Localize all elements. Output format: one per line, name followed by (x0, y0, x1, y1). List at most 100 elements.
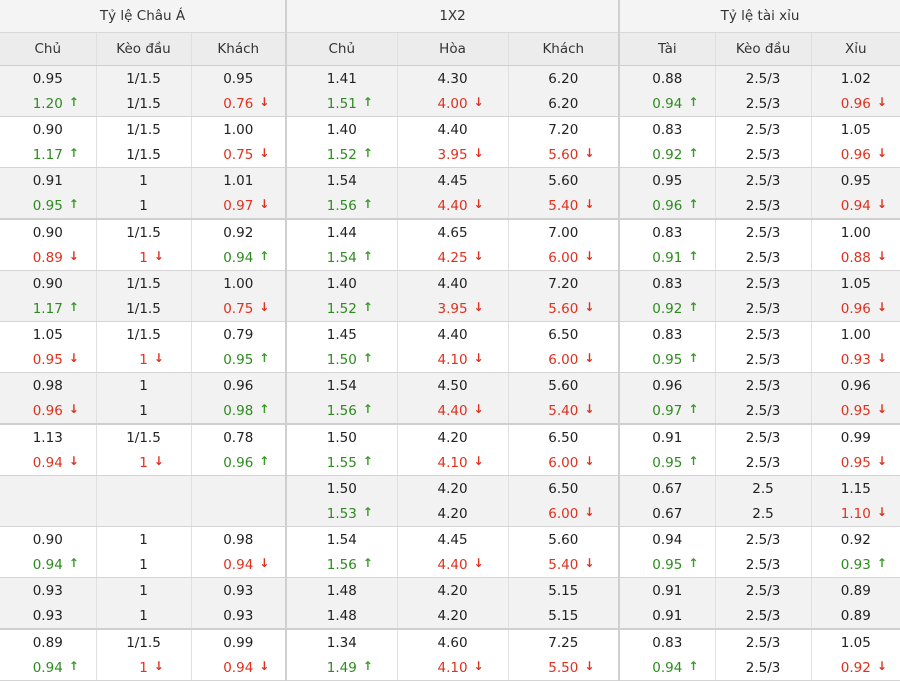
odds-cell: 1.48 (285, 603, 398, 630)
odds-text: 0.94 (652, 95, 683, 112)
odds-text: 0.95 (840, 172, 871, 189)
odds-text: 0.75 (223, 146, 254, 163)
odds-cell: 2.5/3 (715, 526, 812, 552)
odds-text: 0.96 (652, 377, 683, 394)
odds-text: 1/1.5 (126, 95, 161, 112)
odds-text: 0.93 (32, 607, 63, 624)
arrow-up-icon (259, 454, 269, 468)
odds-value: 2.5/3 (746, 250, 781, 266)
odds-value: 6.50 (548, 481, 578, 497)
odds-cell: 5.60 (508, 296, 620, 322)
odds-value: 4.65 (437, 225, 467, 241)
odds-value: 0.95 (652, 557, 682, 573)
odds-text: 0.95 (32, 70, 63, 87)
odds-value: 0.92 (841, 532, 871, 548)
odds-text: 1 (139, 377, 148, 394)
odds-text: 2.5/3 (745, 634, 781, 651)
odds-cell: 2.5/3 (715, 245, 812, 271)
odds-value: 4.10 (437, 455, 467, 471)
odds-value: 4.40 (437, 403, 467, 419)
odds-cell: 2.5/3 (715, 655, 812, 681)
odds-text: 5.60 (548, 300, 579, 317)
odds-value: 1 (139, 532, 148, 548)
odds-cell: 1.56 (285, 398, 398, 425)
odds-cell: 0.83 (618, 270, 716, 296)
arrow-down-icon (584, 556, 594, 570)
odds-value: 0.96 (841, 147, 871, 163)
odds-cell: 2.5/3 (715, 423, 812, 450)
odds-value: 6.00 (548, 352, 578, 368)
odds-cell: 1/1.5 (96, 270, 192, 296)
odds-text: 1/1.5 (126, 326, 161, 343)
odds-text: 1/1.5 (126, 70, 161, 87)
odds-value: 0.94 (652, 96, 682, 112)
odds-cell: 4.20 (397, 603, 509, 630)
odds-value: 0.90 (33, 532, 63, 548)
odds-cell: 0.76 (191, 91, 287, 117)
odds-value: 0.83 (652, 276, 682, 292)
odds-cell: 5.60 (508, 142, 620, 168)
odds-text: 0.95 (652, 556, 683, 573)
table-row: 0.94 1 0.96 1.55 4.10 6.00 0.95 2.5/3 0.95 (0, 450, 900, 476)
table-row: 1.13 1/1.5 0.78 1.50 4.20 6.50 0.91 2.5/3 0.99 (0, 423, 900, 450)
odds-value: 4.45 (437, 532, 467, 548)
odds-cell: 5.50 (508, 655, 620, 681)
odds-cell: 1.00 (811, 322, 900, 348)
odds-cell: 2.5/3 (715, 577, 812, 603)
odds-text: 1.01 (223, 172, 254, 189)
arrow-down-icon (259, 95, 269, 109)
odds-text: 0.91 (32, 172, 63, 189)
column-header: Kèo đầu (715, 32, 812, 66)
table-row: 1.17 1/1.5 0.75 1.52 3.95 5.60 0.92 2.5/3 0.96 (0, 296, 900, 322)
odds-cell: 5.40 (508, 398, 620, 425)
odds-value: 1.40 (327, 122, 357, 138)
odds-text: 6.50 (548, 429, 579, 446)
odds-value: 0.83 (652, 122, 682, 138)
table-row: 0.90 1 0.98 1.54 4.45 5.60 0.94 2.5/3 0.92 (0, 526, 900, 552)
odds-text: 1 (139, 531, 148, 548)
odds-text: 4.40 (437, 326, 468, 343)
arrow-down-icon (154, 454, 164, 468)
odds-value: 0.94 (841, 198, 871, 214)
odds-value: 0.95 (223, 352, 253, 368)
arrow-down-icon (584, 300, 594, 314)
odds-value: 0.94 (223, 660, 253, 676)
odds-text: 0.94 (223, 249, 254, 266)
odds-value: 0.92 (652, 147, 682, 163)
odds-text: 1.49 (326, 659, 357, 676)
arrow-down-icon (69, 351, 79, 365)
odds-text: 1.51 (326, 95, 357, 112)
odds-text: 1.10 (840, 505, 871, 522)
odds-value: 1.48 (327, 583, 357, 599)
odds-text: 0.94 (223, 659, 254, 676)
odds-cell: 6.00 (508, 501, 620, 527)
odds-text: 0.94 (652, 659, 683, 676)
odds-cell: 2.5/3 (715, 91, 812, 117)
odds-cell: 0.75 (191, 142, 287, 168)
odds-cell: 2.5/3 (715, 321, 812, 347)
odds-value: 1 (139, 250, 148, 266)
odds-value: 3.95 (437, 147, 467, 163)
arrow-down-icon (584, 351, 594, 365)
odds-cell: 4.20 (397, 501, 509, 527)
odds-text: 4.20 (437, 607, 468, 624)
odds-cell: 0.91 (618, 245, 716, 271)
arrow-up-icon (363, 300, 373, 314)
odds-value: 0.99 (223, 635, 253, 651)
odds-cell: 4.40 (397, 552, 509, 578)
arrow-down-icon (474, 249, 484, 263)
odds-cell: 1.41 (285, 65, 398, 91)
odds-cell: 0.96 (618, 372, 716, 398)
odds-value: 0.91 (652, 430, 682, 446)
odds-text: 4.10 (437, 659, 468, 676)
odds-cell: 1.02 (811, 65, 900, 91)
odds-text: 0.89 (840, 582, 871, 599)
arrow-up-icon (259, 249, 269, 263)
odds-value: 0.95 (33, 198, 63, 214)
odds-value: 1.17 (33, 301, 63, 317)
odds-text: 4.25 (437, 249, 468, 266)
arrow-down-icon (474, 402, 484, 416)
odds-text: 2.5/3 (745, 607, 781, 624)
odds-text: 0.94 (223, 556, 254, 573)
odds-text: 1.20 (32, 95, 63, 112)
